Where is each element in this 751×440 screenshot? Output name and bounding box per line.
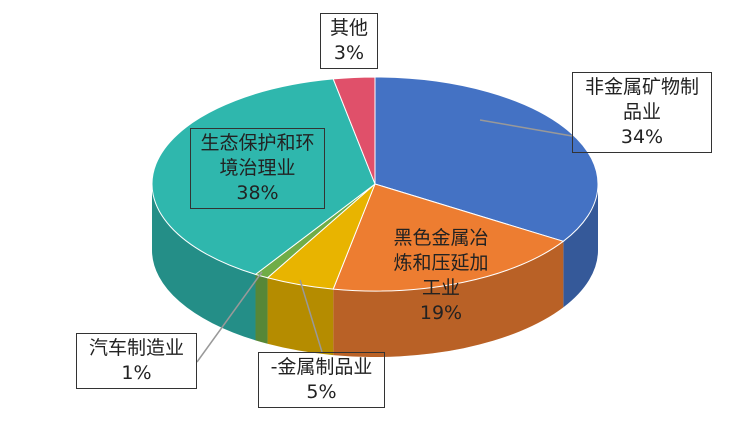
slice-wall (255, 274, 268, 344)
label-name: -金属制品业 (270, 356, 373, 378)
label-value: 5% (306, 381, 337, 403)
label-value: 3% (333, 42, 365, 64)
slice (332, 183, 565, 292)
slice-wall (152, 184, 256, 341)
wall-shade (152, 184, 256, 341)
slice (332, 76, 376, 185)
data-label: 汽车制造业 1% (76, 333, 197, 389)
label-name: 非金属矿物制品业 (584, 76, 699, 123)
data-label: -金属制品业 5% (258, 352, 385, 408)
slice (151, 78, 376, 275)
data-label: 生态保护和环境治理业 38% (190, 128, 325, 209)
tops (151, 76, 599, 292)
slice-wall (333, 241, 564, 358)
data-label: 其他 3% (320, 13, 378, 69)
leader-line (299, 279, 323, 353)
label-name: 黑色金属冶炼和压延加工业 (393, 227, 489, 299)
wall-shade (267, 277, 334, 356)
leader-line (479, 119, 573, 137)
data-label: 黑色金属冶炼和压延加工业 19% (382, 224, 500, 328)
leader-line (196, 271, 263, 363)
walls (152, 184, 598, 358)
wall-shade (563, 184, 598, 308)
slice (374, 76, 599, 242)
wall-shade (255, 274, 268, 344)
label-value: 38% (236, 182, 279, 204)
label-name: 其他 (329, 17, 368, 39)
label-value: 1% (121, 362, 152, 384)
label-value: 19% (419, 302, 463, 324)
data-label: 非金属矿物制品业 34% (572, 72, 712, 153)
label-name: 生态保护和环境治理业 (200, 132, 315, 179)
wall-shade (333, 241, 564, 358)
label-value: 34% (620, 126, 664, 148)
label-name: 汽车制造业 (88, 337, 184, 359)
slice-wall (563, 184, 598, 308)
